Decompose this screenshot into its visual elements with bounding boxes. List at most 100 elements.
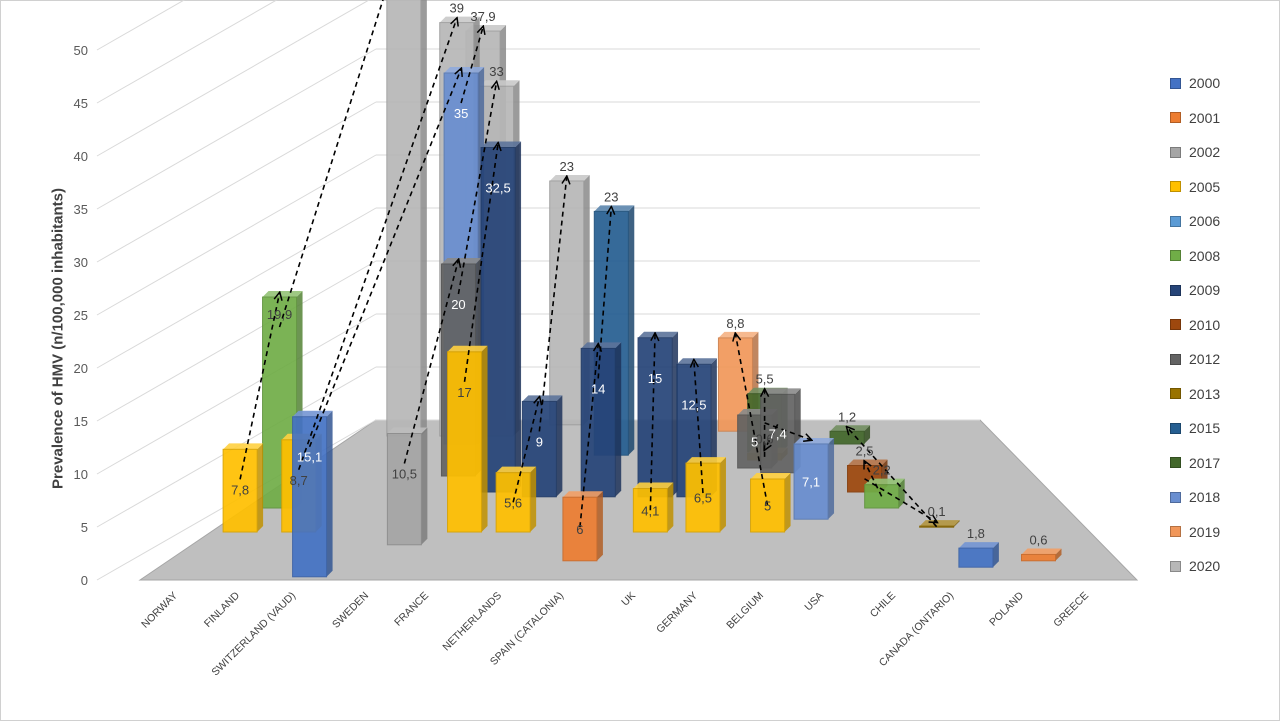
y-axis-title-box: Prevalence of HMV (n/100,000 inhabitants… [8, 110, 78, 580]
legend-label-2012: 2012 [1189, 351, 1221, 368]
trend-arrow-canada-ontario--2008-2010 [865, 462, 883, 497]
legend-label-2020: 2020 [1189, 558, 1221, 575]
y-tick-label-20: 20 [74, 361, 88, 376]
data-label-poland-2000: 1,8 [967, 526, 985, 541]
legend-item-2013: 2013 [1170, 377, 1270, 412]
data-label-netherlands-2005: 5,6 [504, 495, 522, 510]
legend-item-2005: 2005 [1170, 170, 1270, 205]
trend-arrow-uk-2005-2009 [649, 334, 655, 511]
legend-swatch-2005 [1170, 181, 1181, 193]
legend-label-2009: 2009 [1189, 282, 1221, 299]
data-label-sweden-2002: 10,5 [392, 467, 417, 482]
legend-label-2018: 2018 [1189, 489, 1221, 506]
legend-item-2001: 2001 [1170, 101, 1270, 136]
data-label-belgium-2019: 8,8 [726, 316, 744, 331]
y-tick-label-40: 40 [74, 149, 88, 164]
data-label-finland-2020: 39 [449, 1, 463, 16]
x-category-label-france: FRANCE [392, 590, 431, 629]
bar-norway-2020 [386, 0, 427, 437]
bar-norway-2005 [222, 443, 264, 533]
trend-arrow-canada-ontario--2013-2017 [847, 427, 938, 528]
legend-label-2005: 2005 [1189, 178, 1221, 195]
trend-arrow-norway-2005-2008 [239, 293, 279, 480]
legend-swatch-2019 [1170, 526, 1181, 538]
data-label-usa-2018: 7,1 [802, 475, 820, 490]
bar-france-2005 [447, 345, 488, 533]
y-tick-label-25: 25 [74, 308, 88, 323]
bar-germany-2005 [685, 457, 726, 533]
legend-item-2000: 2000 [1170, 66, 1270, 101]
y-tick-label-45: 45 [74, 96, 88, 111]
data-label-finland-2005: 8,7 [290, 473, 308, 488]
data-label-netherlands-2020: 23 [559, 159, 573, 174]
legend: 2000 2001 2002 2005 2006 2008 2009 2010 2012 2013… [1170, 66, 1270, 584]
data-label-switzerland-vaud--2018: 35 [454, 106, 468, 121]
gridline-left-45 [96, 0, 278, 104]
legend-item-2018: 2018 [1170, 480, 1270, 515]
legend-label-2001: 2001 [1189, 109, 1221, 126]
data-label-canada-ontario--2010: 2,5 [855, 444, 873, 459]
gridline-left-50 [96, 0, 186, 51]
gridline-left-25 [96, 154, 377, 316]
legend-swatch-2000 [1170, 77, 1181, 89]
legend-swatch-2015 [1170, 422, 1181, 434]
trend-arrow-sweden-2002-2012 [403, 260, 458, 464]
data-label-spain-catalonia--2015: 23 [604, 189, 618, 204]
data-label-spain-catalonia--2001: 6 [576, 522, 583, 537]
data-label-chile-2012: 5 [751, 435, 758, 450]
legend-label-2019: 2019 [1189, 523, 1221, 540]
data-label-usa-2012: 7,4 [769, 427, 787, 442]
data-label-france-2009: 32,5 [485, 181, 510, 196]
x-category-label-germany: GERMANY [654, 590, 700, 636]
bar-canada-ontario--2017 [829, 425, 871, 445]
legend-item-2015: 2015 [1170, 411, 1270, 446]
legend-swatch-2017 [1170, 457, 1181, 469]
y-tick-label-15: 15 [74, 414, 88, 429]
data-label-usa-2017: 5,5 [756, 372, 774, 387]
data-label-canada-ontario--2013: 0,1 [928, 504, 946, 519]
data-label-switzerland-vaud--2020: 37,9 [470, 9, 495, 24]
bar-canada-ontario--2008 [864, 478, 905, 509]
x-category-label-poland: POLAND [987, 589, 1026, 628]
legend-item-2006: 2006 [1170, 204, 1270, 239]
bar-uk-2005 [632, 482, 674, 533]
bar-spain-catalonia--2009 [580, 342, 622, 498]
data-label-france-2005: 17 [457, 385, 471, 400]
legend-swatch-2008 [1170, 250, 1181, 262]
bar-canada-ontario--2013 [919, 520, 960, 528]
legend-swatch-2012 [1170, 353, 1181, 365]
bar-spain-catalonia--2001 [562, 491, 603, 562]
trend-arrow-spain-catalonia--2001-2009 [579, 344, 598, 528]
data-label-sweden-2012: 20 [451, 297, 465, 312]
legend-item-2008: 2008 [1170, 239, 1270, 274]
legend-label-2015: 2015 [1189, 420, 1221, 437]
data-label-spain-catalonia--2009: 14 [591, 381, 605, 396]
data-label-uk-2005: 4,1 [641, 503, 659, 518]
data-label-belgium-2005: 5 [764, 499, 771, 514]
legend-item-2012: 2012 [1170, 342, 1270, 377]
trend-arrow-germany-2005-2009 [694, 360, 704, 494]
y-tick-label-0: 0 [81, 573, 88, 588]
legend-label-2013: 2013 [1189, 385, 1221, 402]
trend-arrow-switzerland-vaud--2000-2018 [308, 69, 462, 448]
trend-arrow-netherlands-2009-2020 [538, 177, 566, 432]
gridline-left-10 [96, 313, 377, 475]
data-label-sweden-2020: 33 [489, 64, 503, 79]
trend-arrow-belgium-2005-2019 [735, 334, 769, 506]
legend-label-2006: 2006 [1189, 213, 1221, 230]
trend-arrow-finland-2005-2020 [297, 19, 457, 471]
data-label-canada-ontario--2017: 1,2 [838, 409, 856, 424]
gridline-left-20 [96, 207, 377, 369]
gridline-left-35 [96, 48, 377, 210]
legend-swatch-2018 [1170, 491, 1181, 503]
bar-uk-2009 [637, 331, 679, 498]
x-category-label-norway: NORWAY [139, 590, 180, 631]
y-tick-label-10: 10 [74, 467, 88, 482]
bar-switzerland-vaud--2000 [292, 410, 333, 578]
x-category-label-chile: CHILE [868, 590, 898, 620]
y-tick-label-50: 50 [74, 43, 88, 58]
bar-poland-2000 [958, 542, 999, 568]
legend-swatch-2013 [1170, 388, 1181, 400]
trend-arrow-netherlands-2005-2009 [512, 397, 539, 503]
